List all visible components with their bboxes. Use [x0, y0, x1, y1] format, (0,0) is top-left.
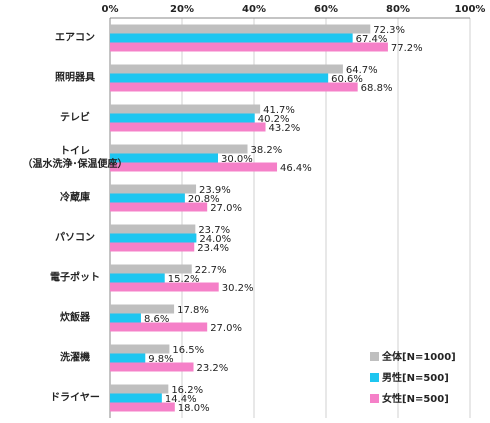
y-tick-label: 冷蔵庫	[60, 192, 90, 204]
value-label: 77.2%	[391, 43, 423, 54]
bar	[110, 184, 197, 194]
legend-swatch	[370, 373, 379, 382]
bar	[110, 322, 208, 332]
value-label: 60.6%	[331, 74, 363, 85]
value-label: 64.7%	[346, 65, 378, 76]
value-label: 18.0%	[178, 403, 210, 414]
value-label: 24.0%	[199, 234, 231, 245]
y-tick-label: 電子ポット	[50, 272, 100, 284]
bar	[110, 273, 165, 283]
y-tick-label: 洗濯機	[60, 352, 90, 364]
bar	[110, 233, 197, 243]
bar	[110, 42, 388, 52]
bar	[110, 82, 358, 92]
value-label: 15.2%	[168, 274, 200, 285]
bar	[110, 202, 208, 212]
value-label: 68.8%	[361, 83, 393, 94]
bar	[110, 304, 175, 314]
y-tick-label: エアコン	[55, 32, 95, 44]
bar	[110, 24, 371, 34]
value-label: 23.9%	[199, 185, 231, 196]
x-tick-label: 80%	[386, 4, 410, 15]
bar	[110, 353, 146, 363]
x-tick-label: 40%	[242, 4, 266, 15]
bar	[110, 402, 175, 412]
bar	[110, 264, 192, 274]
legend-label: 男性[N=500]	[382, 371, 449, 384]
bar	[110, 153, 218, 163]
y-tick-label: 照明器具	[55, 72, 95, 84]
legend-label: 全体[N=1000]	[381, 350, 456, 363]
bar	[110, 113, 255, 123]
value-label: 9.8%	[148, 354, 173, 365]
value-label: 30.0%	[221, 154, 253, 165]
bar	[110, 384, 169, 394]
bar	[110, 122, 266, 132]
value-label: 14.4%	[165, 394, 197, 405]
value-label: 23.2%	[197, 363, 229, 374]
value-label: 41.7%	[263, 105, 295, 116]
bar	[110, 144, 248, 154]
bar	[110, 64, 343, 74]
bar	[110, 73, 329, 83]
value-label: 43.2%	[269, 123, 301, 134]
value-label: 67.4%	[356, 34, 388, 45]
bar	[110, 162, 278, 172]
bar	[110, 224, 196, 234]
value-label: 46.4%	[280, 163, 312, 174]
legend-swatch	[370, 352, 379, 361]
y-tick-label: トイレ （温水洗浄･保温便座）	[22, 146, 128, 170]
x-tick-label: 20%	[170, 4, 194, 15]
value-label: 72.3%	[373, 25, 405, 36]
bar	[110, 362, 194, 372]
bar	[110, 242, 195, 252]
value-label: 23.7%	[198, 225, 230, 236]
legend-swatch	[370, 394, 379, 403]
value-label: 20.8%	[188, 194, 220, 205]
legend-label: 女性[N=500]	[382, 392, 449, 405]
value-label: 16.5%	[172, 345, 204, 356]
y-tick-label: テレビ	[60, 112, 90, 124]
bar	[110, 313, 141, 323]
bar	[110, 193, 185, 203]
bar	[110, 344, 170, 354]
bar	[110, 104, 261, 114]
value-label: 23.4%	[197, 243, 229, 254]
y-tick-label: ドライヤー	[50, 392, 100, 404]
value-label: 27.0%	[210, 203, 242, 214]
x-tick-label: 0%	[102, 4, 119, 15]
y-tick-label: パソコン	[55, 232, 95, 244]
value-label: 30.2%	[222, 283, 254, 294]
bar	[110, 33, 353, 43]
value-label: 22.7%	[195, 265, 227, 276]
value-label: 16.2%	[171, 385, 203, 396]
x-tick-label: 100%	[455, 4, 486, 15]
bar	[110, 282, 219, 292]
value-label: 40.2%	[258, 114, 290, 125]
y-tick-label: 炊飯器	[60, 312, 90, 324]
value-label: 17.8%	[177, 305, 209, 316]
value-label: 38.2%	[251, 145, 283, 156]
bar	[110, 393, 162, 403]
x-tick-label: 60%	[314, 4, 338, 15]
value-label: 8.6%	[144, 314, 169, 325]
value-label: 27.0%	[210, 323, 242, 334]
